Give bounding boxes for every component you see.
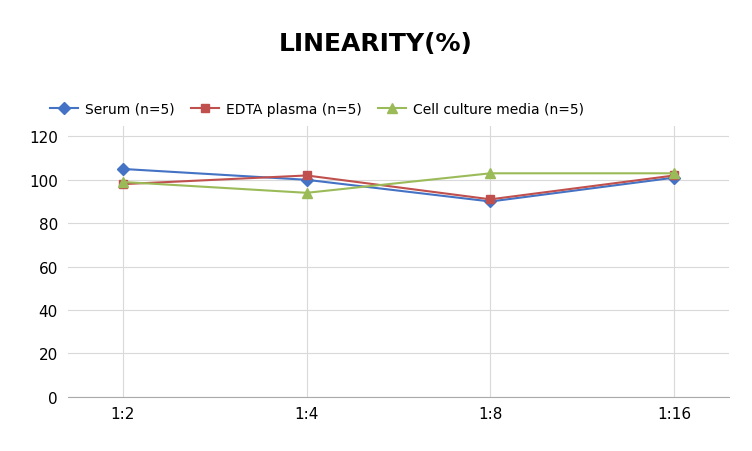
- EDTA plasma (n=5): [670, 173, 679, 179]
- Serum (n=5): [118, 167, 127, 172]
- Cell culture media (n=5): [302, 191, 311, 196]
- Serum (n=5): [670, 175, 679, 181]
- EDTA plasma (n=5): [118, 182, 127, 188]
- EDTA plasma (n=5): [302, 173, 311, 179]
- Cell culture media (n=5): [118, 180, 127, 185]
- Cell culture media (n=5): [670, 171, 679, 177]
- Line: Serum (n=5): Serum (n=5): [119, 166, 678, 206]
- Legend: Serum (n=5), EDTA plasma (n=5), Cell culture media (n=5): Serum (n=5), EDTA plasma (n=5), Cell cul…: [44, 97, 590, 122]
- Serum (n=5): [486, 199, 495, 205]
- EDTA plasma (n=5): [486, 197, 495, 202]
- Serum (n=5): [302, 178, 311, 183]
- Line: Cell culture media (n=5): Cell culture media (n=5): [118, 169, 679, 198]
- Cell culture media (n=5): [486, 171, 495, 177]
- Text: LINEARITY(%): LINEARITY(%): [279, 32, 473, 55]
- Line: EDTA plasma (n=5): EDTA plasma (n=5): [119, 172, 678, 204]
